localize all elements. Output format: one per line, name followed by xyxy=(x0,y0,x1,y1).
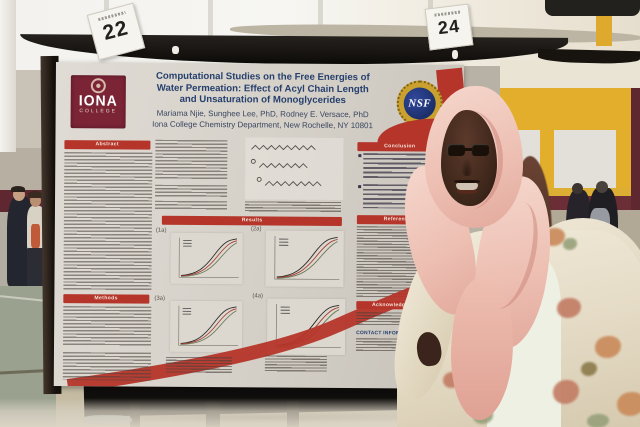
yellow-pillar xyxy=(616,130,632,190)
maroon-pillar xyxy=(631,88,640,314)
presenter-smile xyxy=(456,183,478,190)
glasses-left-lens-icon xyxy=(447,144,465,156)
attendee-left-1-hair xyxy=(11,186,25,192)
gym-wall-yellow-band xyxy=(500,88,640,132)
section-methods: Methods xyxy=(63,294,150,304)
flower-print xyxy=(553,380,579,404)
attendee-left-2-hair xyxy=(28,191,42,198)
graph-3a xyxy=(169,300,243,353)
window-mullion xyxy=(208,0,213,52)
hijab-fold xyxy=(433,110,503,210)
attendee-left-2-head xyxy=(30,194,41,207)
card-number: 24 xyxy=(436,15,462,39)
glasses-bridge xyxy=(464,148,472,151)
presenter-nose xyxy=(461,158,473,176)
figure1-caption xyxy=(244,201,342,213)
flower-print xyxy=(595,336,621,358)
glasses-right-lens-icon xyxy=(471,144,489,156)
graph-1a xyxy=(170,232,243,285)
table-number-card-24: 24 xyxy=(424,3,474,51)
flower-print xyxy=(581,362,597,376)
flower-print xyxy=(563,238,577,250)
section-abstract: Abstract xyxy=(64,140,151,150)
card-number: 22 xyxy=(100,16,131,45)
graph-2a xyxy=(265,230,344,288)
gym-wall-right-upper xyxy=(500,60,640,90)
figure2-caption xyxy=(165,356,232,375)
flower-print xyxy=(617,392,640,416)
attendee-right-2-head xyxy=(596,181,608,193)
presenter xyxy=(384,80,640,427)
figure3-caption xyxy=(264,355,327,372)
chemical-structures-figure xyxy=(245,137,344,201)
ceiling-fixture xyxy=(545,0,640,16)
yellow-stripe xyxy=(500,188,631,196)
flower-print xyxy=(587,414,609,427)
methods-text xyxy=(62,352,151,381)
presenter-upper-lip xyxy=(454,180,480,183)
white-column xyxy=(0,0,16,152)
curtain-clip xyxy=(172,46,179,54)
attendee-left-2-skirt xyxy=(27,248,44,286)
section-results: Results xyxy=(161,215,342,226)
attendee-left-2-shirt xyxy=(31,224,40,248)
presenter-lower-lip xyxy=(457,190,477,194)
curtain-clip xyxy=(452,50,458,59)
attendee-right-1-head xyxy=(572,183,583,194)
flower-print xyxy=(557,298,581,318)
